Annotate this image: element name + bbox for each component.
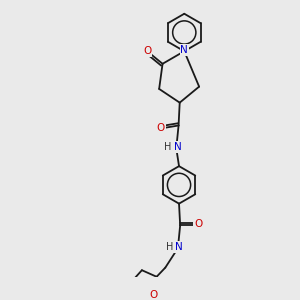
Text: H: H (166, 242, 173, 252)
Text: O: O (157, 123, 165, 133)
Text: O: O (150, 290, 158, 300)
Text: H: H (164, 142, 171, 152)
Text: N: N (180, 45, 188, 55)
Text: N: N (175, 242, 183, 252)
Text: O: O (143, 46, 152, 56)
Text: O: O (194, 219, 202, 229)
Text: N: N (173, 142, 181, 152)
